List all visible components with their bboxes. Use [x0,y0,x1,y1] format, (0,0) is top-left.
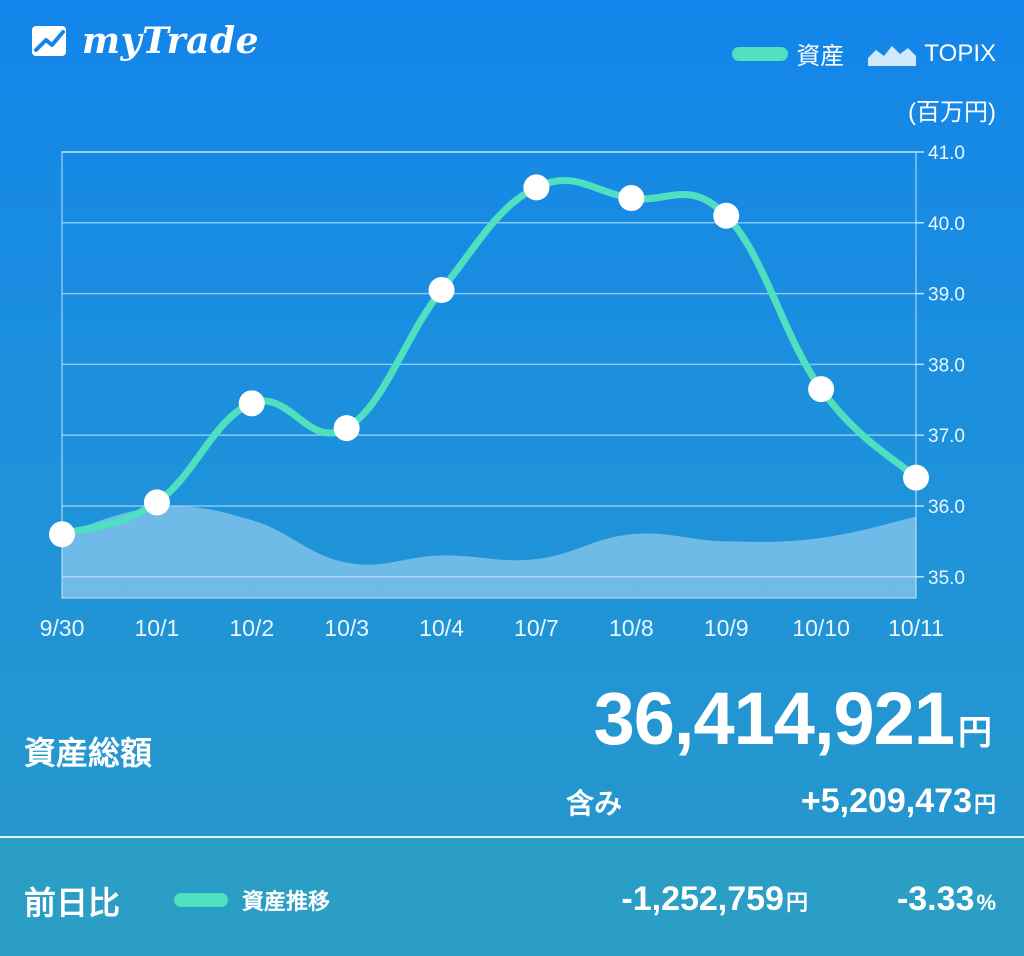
x-tick-label: 10/4 [419,615,464,641]
area-swatch-icon [868,45,917,66]
x-tick-label: 10/2 [229,615,274,641]
asset-data-point [238,390,265,417]
yen-unit: 円 [785,890,808,915]
legend-item-topix[interactable]: TOPIX [868,40,996,68]
asset-data-point [713,202,740,229]
asset-data-point [143,489,170,516]
daily-change-value: -1,252,759 円 [621,880,808,919]
logo-icon [32,26,66,56]
y-tick-label: 37.0 [928,426,965,447]
line-swatch-icon [174,893,228,907]
daily-change-label: 前日比 [24,885,121,921]
asset-data-point [49,521,75,548]
yen-unit: 円 [958,714,992,752]
asset-data-point [523,174,550,201]
total-assets-value: 36,414,921 円 [594,676,992,761]
x-tick-label: 9/30 [40,615,85,641]
yen-unit: 円 [973,792,996,817]
asset-data-point [808,376,835,403]
app-logo[interactable]: myTrade [30,20,259,62]
total-assets-number: 36,414,921 [593,677,955,760]
daily-change-percent: -3.33 % [897,880,996,919]
asset-data-point [903,464,929,491]
asset-line-series [49,174,929,548]
asset-trend-label: 資産推移 [242,889,331,914]
daily-change-bar: 前日比 資産推移 -1,252,759 円 -3.33 % [0,838,1024,956]
y-tick-label: 41.0 [928,143,965,164]
x-axis-ticks: 9/30 10/1 10/2 10/3 10/4 10/7 10/8 10/9 10/10 10/… [40,615,944,641]
header: myTrade 資産 TOPIX (百万円) [0,0,1024,130]
line-swatch-icon [732,46,789,61]
topix-area-series [62,506,916,598]
topix-area [62,506,916,598]
unrealized-label: 含み [566,788,623,819]
asset-chart[interactable]: 41.0 40.0 39.0 38.0 37.0 36.0 35.0 9/30 10/1 10/… [0,140,1024,660]
asset-data-point [618,185,645,212]
y-tick-label: 38.0 [928,355,965,376]
divider [0,836,1024,838]
unrealized-number: +5,209,473 [800,782,972,820]
percent-number: -3.33 [896,880,975,918]
daily-change-number: -1,252,759 [621,880,784,918]
app-title: myTrade [82,20,260,62]
x-tick-label: 10/11 [888,615,944,641]
total-assets-label: 資産総額 [24,735,153,771]
asset-line [58,176,920,538]
x-tick-label: 10/3 [324,615,369,641]
legend-asset-label: 資産 [796,43,845,70]
asset-data-point [428,277,455,304]
percent-sign: % [976,890,996,915]
x-tick-label: 10/10 [792,615,850,641]
y-tick-label: 36.0 [928,497,965,518]
asset-data-point [333,415,360,442]
x-tick-label: 10/7 [514,615,559,641]
y-tick-label: 39.0 [928,285,965,306]
chart-unit-label: (百万円) [908,99,996,126]
x-tick-label: 10/8 [609,615,654,641]
y-axis-ticks: 41.0 40.0 39.0 38.0 37.0 36.0 35.0 [928,143,965,589]
legend-item-asset[interactable]: 資産 [732,36,844,71]
x-tick-label: 10/9 [704,615,749,641]
chart-legend: 資産 TOPIX [708,36,996,71]
y-tick-label: 40.0 [928,214,965,235]
asset-trend-legend[interactable]: 資産推移 [174,884,330,916]
legend-topix-label: TOPIX [924,39,996,67]
x-tick-label: 10/1 [135,615,180,641]
unrealized-value: +5,209,473 円 [801,782,996,821]
y-tick-label: 35.0 [928,568,965,589]
